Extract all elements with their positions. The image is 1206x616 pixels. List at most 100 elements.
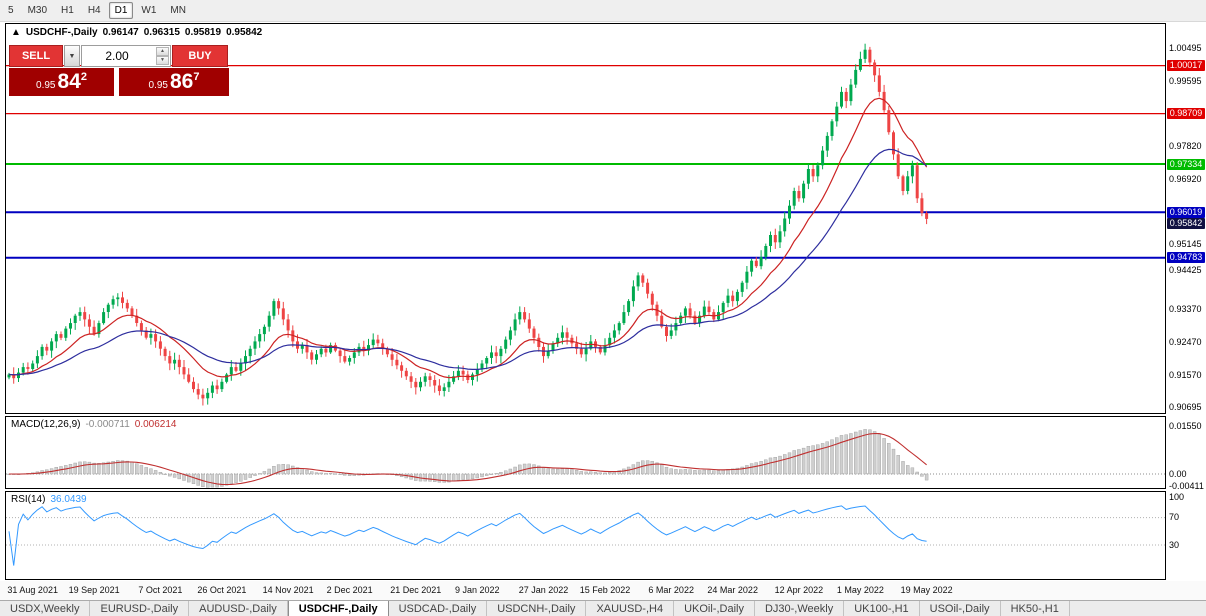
rsi-axis-tick: 70 [1169, 512, 1180, 523]
chart-title: USDCHF-,Daily [25, 27, 98, 38]
macd-signal-value: 0.006214 [134, 419, 177, 430]
macd-axis-tick: 0.00 [1169, 468, 1187, 479]
macd-main-value: -0.000711 [85, 419, 130, 430]
level-price-label: 1.00017 [1167, 60, 1205, 72]
sell-button[interactable]: SELL [9, 45, 63, 67]
chart-tab-usdx-weekly[interactable]: USDX,Weekly [0, 601, 91, 616]
timeframe-button-h1[interactable]: H1 [61, 5, 74, 16]
timeframe-button-list: 5 M30 H1 H4 D1 W1 MN [2, 2, 192, 19]
chart-tab-audusd-daily[interactable]: AUDUSD-,Daily [189, 601, 288, 616]
one-click-trading-widget: SELL ▼ ▲ ▼ BUY 0.95 84 2 [9, 45, 233, 96]
chart-tab-usdchf-daily[interactable]: USDCHF-,Daily [287, 601, 389, 616]
macd-plot[interactable] [6, 417, 1165, 488]
chart-tab-usoil-daily[interactable]: USOil-,Daily [920, 601, 1001, 616]
price-axis-tick: 0.91570 [1169, 370, 1202, 381]
chart-tab-bar: USDX,Weekly EURUSD-,Daily AUDUSD-,Daily USD… [0, 600, 1206, 616]
main-chart-panel[interactable]: ▲ USDCHF-,Daily 0.96147 0.96315 0.95819 … [5, 23, 1166, 414]
date-axis-label: 2 Dec 2021 [326, 585, 373, 595]
rsi-panel[interactable]: RSI(14) 36.0439 [5, 491, 1166, 580]
rsi-axis-tick: 30 [1169, 539, 1180, 550]
timeframe-button-mn[interactable]: MN [170, 5, 186, 16]
sell-price-pipette: 2 [80, 71, 87, 83]
order-type-dropdown[interactable]: ▼ [64, 45, 80, 67]
date-axis-label: 26 Oct 2021 [197, 585, 247, 595]
date-axis-label: 24 Mar 2022 [707, 585, 758, 595]
macd-label: MACD(12,26,9) -0.000711 0.006214 [11, 419, 176, 430]
price-axis-tick: 0.95145 [1169, 238, 1202, 249]
date-axis-label: 31 Aug 2021 [7, 585, 58, 595]
chart-tab-dj30-weekly[interactable]: DJ30-,Weekly [755, 601, 845, 616]
date-axis-label: 19 Sep 2021 [68, 585, 120, 595]
chart-tab-usdcnh-daily[interactable]: USDCNH-,Daily [487, 601, 587, 616]
buy-button[interactable]: BUY [172, 45, 228, 67]
buy-price-display[interactable]: 0.95 86 7 [119, 68, 229, 96]
price-axis-tick: 0.99595 [1169, 75, 1202, 86]
timeframe-button-d1[interactable]: D1 [108, 2, 134, 19]
level-price-label: 0.98709 [1167, 108, 1205, 120]
ohlc-high: 0.96315 [143, 27, 180, 38]
macd-panel[interactable]: MACD(12,26,9) -0.000711 0.006214 [5, 416, 1166, 489]
volume-increase-button[interactable]: ▲ [156, 47, 169, 56]
rsi-label: RSI(14) 36.0439 [11, 494, 87, 505]
volume-decrease-button[interactable]: ▼ [156, 56, 169, 65]
date-axis-label: 14 Nov 2021 [262, 585, 314, 595]
volume-stepper: ▲ ▼ [156, 47, 169, 65]
sell-price-big-digits: 84 [57, 70, 81, 93]
sell-price-display[interactable]: 0.95 84 2 [9, 68, 114, 96]
macd-axis-tick: 0.01550 [1169, 420, 1202, 431]
chart-header: ▲ USDCHF-,Daily 0.96147 0.96315 0.95819 … [11, 27, 262, 38]
price-axis-tick: 0.93370 [1169, 304, 1202, 314]
chart-tab-hk50-h1[interactable]: HK50-,H1 [1001, 601, 1070, 616]
rsi-plot[interactable] [6, 492, 1165, 579]
buy-price-pipette: 7 [193, 71, 200, 83]
level-price-label: 0.96019 [1167, 206, 1205, 218]
chart-tab-uk100-h1[interactable]: UK100-,H1 [844, 601, 920, 616]
price-axis-tick: 0.96920 [1169, 173, 1202, 184]
ohlc-low: 0.95819 [184, 27, 222, 38]
date-axis[interactable]: 31 Aug 2021 19 Sep 2021 7 Oct 2021 26 Oct 2… [0, 581, 1206, 600]
price-axis-tick: 0.92470 [1169, 337, 1202, 347]
candlestick-plot[interactable] [6, 24, 1165, 413]
current-price-label: 0.95842 [1167, 217, 1205, 229]
chart-tab-eurusd-daily[interactable]: EURUSD-,Daily [90, 601, 190, 616]
macd-name: MACD(12,26,9) [11, 419, 81, 430]
macd-axis-tick: -0.00411 [1169, 481, 1204, 492]
date-axis-label: 19 May 2022 [900, 585, 953, 595]
timeframe-button-m30[interactable]: M30 [27, 5, 48, 16]
chevron-down-icon: ▼ [68, 52, 76, 60]
buy-price-prefix: 0.95 [148, 80, 168, 91]
timeframe-toolbar: 5 M30 H1 H4 D1 W1 MN [0, 0, 1206, 22]
date-axis-label: 7 Oct 2021 [138, 585, 183, 595]
sell-price-prefix: 0.95 [36, 80, 56, 91]
level-price-label: 0.94783 [1167, 252, 1205, 264]
price-axis-tick: 0.90695 [1169, 402, 1202, 413]
date-axis-label: 6 Mar 2022 [648, 585, 694, 595]
price-axis[interactable]: 1.00495 0.99595 0.97820 0.96920 0.95145 0.944… [1167, 23, 1206, 580]
date-axis-label: 12 Apr 2022 [774, 585, 824, 595]
rsi-axis-tick: 100 [1169, 491, 1185, 502]
symbol-direction-icon: ▲ [11, 27, 21, 38]
ohlc-open: 0.96147 [102, 27, 139, 38]
volume-input[interactable] [82, 46, 152, 66]
price-axis-tick: 0.97820 [1169, 140, 1202, 151]
timeframe-button-5[interactable]: 5 [8, 5, 14, 16]
chart-tab-usdcad-daily[interactable]: USDCAD-,Daily [389, 601, 488, 616]
ohlc-close: 0.95842 [226, 27, 263, 38]
date-axis-label: 1 May 2022 [836, 585, 884, 595]
rsi-name: RSI(14) [11, 494, 46, 505]
level-price-label: 0.97334 [1167, 158, 1205, 170]
date-axis-label: 9 Jan 2022 [455, 585, 500, 595]
chart-tab-xauusd-h4[interactable]: XAUUSD-,H4 [586, 601, 675, 616]
price-axis-tick: 1.00495 [1169, 42, 1202, 53]
volume-box: ▲ ▼ [81, 45, 171, 67]
timeframe-button-h4[interactable]: H4 [87, 5, 101, 16]
chart-tab-ukoil-daily[interactable]: UKOil-,Daily [674, 601, 755, 616]
price-axis-tick: 0.94425 [1169, 265, 1202, 276]
date-axis-label: 15 Feb 2022 [579, 585, 631, 595]
buy-price-big-digits: 86 [169, 70, 194, 93]
date-axis-label: 21 Dec 2021 [390, 585, 442, 595]
date-axis-label: 27 Jan 2022 [518, 585, 569, 595]
rsi-value: 36.0439 [50, 494, 87, 505]
timeframe-button-w1[interactable]: W1 [141, 5, 157, 16]
